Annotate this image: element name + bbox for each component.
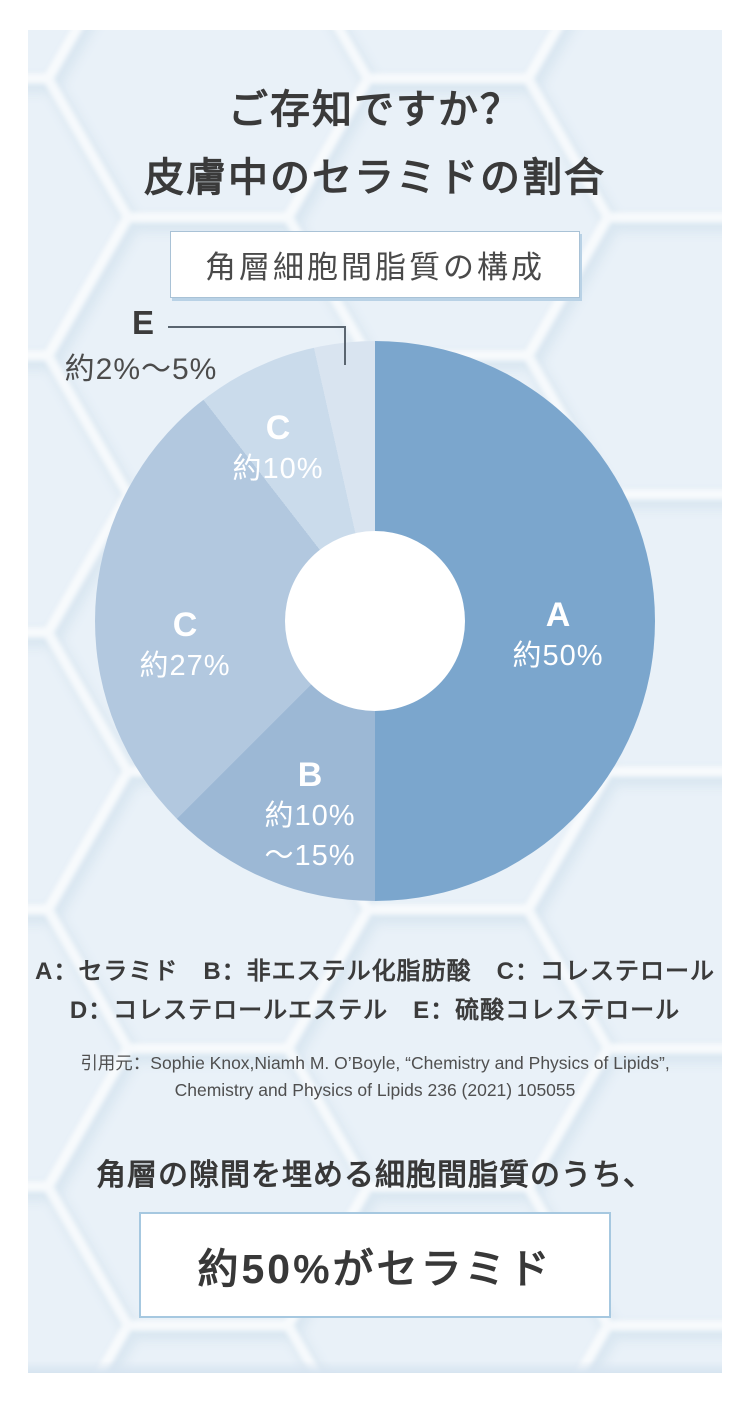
- segment-a-percent: 約50%: [512, 640, 604, 672]
- footer-lead-text: 角層の隙間を埋める細胞間脂質のうち、: [96, 1159, 654, 1192]
- segment-label-a: A 約50%: [512, 594, 603, 676]
- segment-b-percent-line1: 約10%: [264, 800, 356, 832]
- segment-label-c: C 約27%: [139, 604, 230, 686]
- page-title-line2: 皮膚中のセラミドの割合: [144, 156, 606, 200]
- segment-d-letter: C: [265, 409, 291, 447]
- segment-a-letter: A: [545, 596, 571, 634]
- segment-e-letter: E: [131, 304, 155, 341]
- legend-line1: A：セラミド B：非エステル化脂肪酸 C：コレステロール: [35, 958, 715, 985]
- segment-c-letter: C: [172, 606, 198, 644]
- page-title-line1: ご存知ですか？: [228, 88, 522, 132]
- segment-c-percent: 約27%: [139, 650, 231, 682]
- legend-line2: D：コレステロールエステル E：硫酸コレステロール: [69, 997, 681, 1024]
- citation-line1: 引用元：Sophie Knox,Niamh M. O’Boyle, “Chemi…: [80, 1053, 670, 1073]
- card-content: ご存知ですか？ 皮膚中のセラミドの割合 角層細胞間脂質の構成 A 約50% B …: [28, 30, 722, 1318]
- highlight-box: 約50%がセラミド: [139, 1212, 611, 1318]
- segment-label-d: C 約10%: [232, 407, 323, 489]
- chart-title: 角層細胞間脂質の構成: [205, 250, 545, 285]
- chart-stage: A 約50% B 約10% 〜15% C 約27% C 約10% E 約2%〜5…: [28, 298, 722, 946]
- e-pointer-line-vertical: [344, 326, 346, 365]
- chart-legend: A：セラミド B：非エステル化脂肪酸 C：コレステロール D：コレステロールエス…: [28, 952, 722, 1030]
- segment-d-percent: 約10%: [232, 453, 324, 485]
- donut-hole: [285, 531, 465, 711]
- chart-title-box-wrap: 角層細胞間脂質の構成: [28, 231, 722, 298]
- e-pointer-line-horizontal: [168, 326, 346, 328]
- segment-label-b: B 約10% 〜15%: [264, 754, 355, 876]
- highlight-text: 約50%がセラミド: [197, 1246, 553, 1292]
- infographic-card: ご存知ですか？ 皮膚中のセラミドの割合 角層細胞間脂質の構成 A 約50% B …: [28, 30, 722, 1373]
- chart-title-box: 角層細胞間脂質の構成: [170, 231, 580, 298]
- citation: 引用元：Sophie Knox,Niamh M. O’Boyle, “Chemi…: [28, 1050, 722, 1104]
- donut-chart: [95, 341, 655, 901]
- segment-b-percent-line2: 〜15%: [264, 840, 356, 872]
- page-title: ご存知ですか？ 皮膚中のセラミドの割合: [28, 30, 722, 212]
- highlight-box-wrap: 約50%がセラミド: [28, 1212, 722, 1318]
- citation-line2: Chemistry and Physics of Lipids 236 (202…: [174, 1080, 576, 1100]
- segment-e-percent: 約2%〜5%: [64, 353, 218, 386]
- bottom-fade-strip: [28, 1361, 722, 1373]
- segment-b-letter: B: [297, 756, 323, 794]
